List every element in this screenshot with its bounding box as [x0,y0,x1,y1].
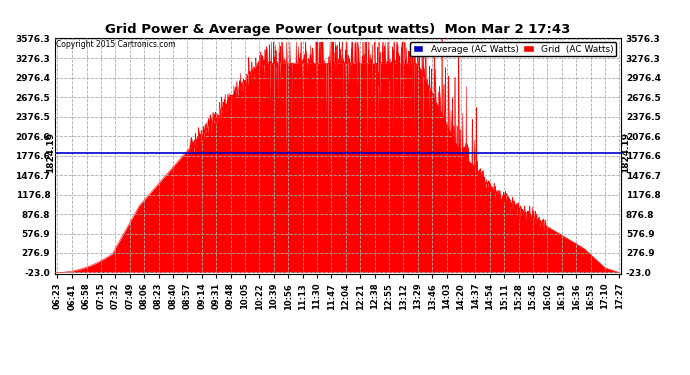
Legend: Average (AC Watts), Grid  (AC Watts): Average (AC Watts), Grid (AC Watts) [410,42,616,56]
Text: 1824.19: 1824.19 [621,132,630,173]
Text: Copyright 2015 Cartronics.com: Copyright 2015 Cartronics.com [56,40,175,49]
Text: 1824.19: 1824.19 [46,132,55,173]
Title: Grid Power & Average Power (output watts)  Mon Mar 2 17:43: Grid Power & Average Power (output watts… [106,23,571,36]
